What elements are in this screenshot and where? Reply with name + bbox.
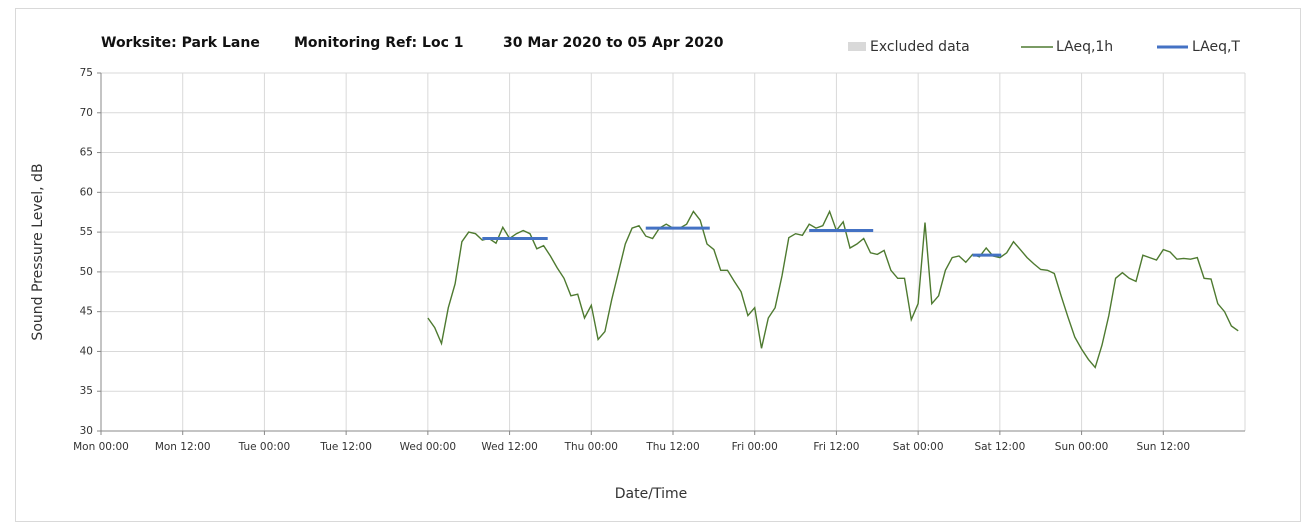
x-tick-label: Sun 00:00 — [1055, 441, 1109, 453]
y-tick-label: 60 — [80, 186, 93, 198]
legend-label: LAeq,1h — [1056, 39, 1113, 55]
chart-title: Monitoring Ref: Loc 1 — [294, 35, 463, 51]
x-tick-label: Tue 00:00 — [238, 441, 291, 453]
y-tick-label: 35 — [80, 385, 93, 397]
chart-title: 30 Mar 2020 to 05 Apr 2020 — [503, 35, 724, 51]
x-tick-label: Fri 12:00 — [813, 441, 859, 453]
x-tick-label: Mon 12:00 — [155, 441, 211, 453]
chart-border — [15, 8, 1301, 522]
x-tick-label: Mon 00:00 — [73, 441, 129, 453]
chart-title: Worksite: Park Lane — [101, 35, 260, 51]
y-tick-label: 30 — [80, 425, 93, 437]
x-tick-label: Sat 12:00 — [974, 441, 1025, 453]
y-tick-label: 40 — [80, 345, 93, 357]
x-tick-label: Wed 00:00 — [400, 441, 457, 453]
legend-swatch — [848, 42, 866, 51]
legend-label: LAeq,T — [1192, 39, 1240, 55]
y-tick-label: 65 — [80, 147, 93, 159]
legend-label: Excluded data — [870, 39, 970, 55]
x-tick-label: Sun 12:00 — [1136, 441, 1190, 453]
y-tick-label: 50 — [80, 266, 93, 278]
x-tick-label: Thu 12:00 — [645, 441, 699, 453]
x-tick-label: Tue 12:00 — [319, 441, 372, 453]
y-tick-label: 45 — [80, 306, 93, 318]
x-tick-label: Thu 00:00 — [564, 441, 618, 453]
y-tick-label: 55 — [80, 226, 93, 238]
y-tick-label: 75 — [80, 67, 93, 79]
x-tick-label: Sat 00:00 — [893, 441, 944, 453]
y-tick-label: 70 — [80, 107, 93, 119]
line-series — [427, 209, 1239, 369]
y-axis-title: Sound Pressure Level, dB — [30, 163, 46, 340]
x-tick-label: Wed 12:00 — [481, 441, 538, 453]
x-tick-label: Fri 00:00 — [732, 441, 778, 453]
x-axis-title: Date/Time — [615, 486, 687, 502]
